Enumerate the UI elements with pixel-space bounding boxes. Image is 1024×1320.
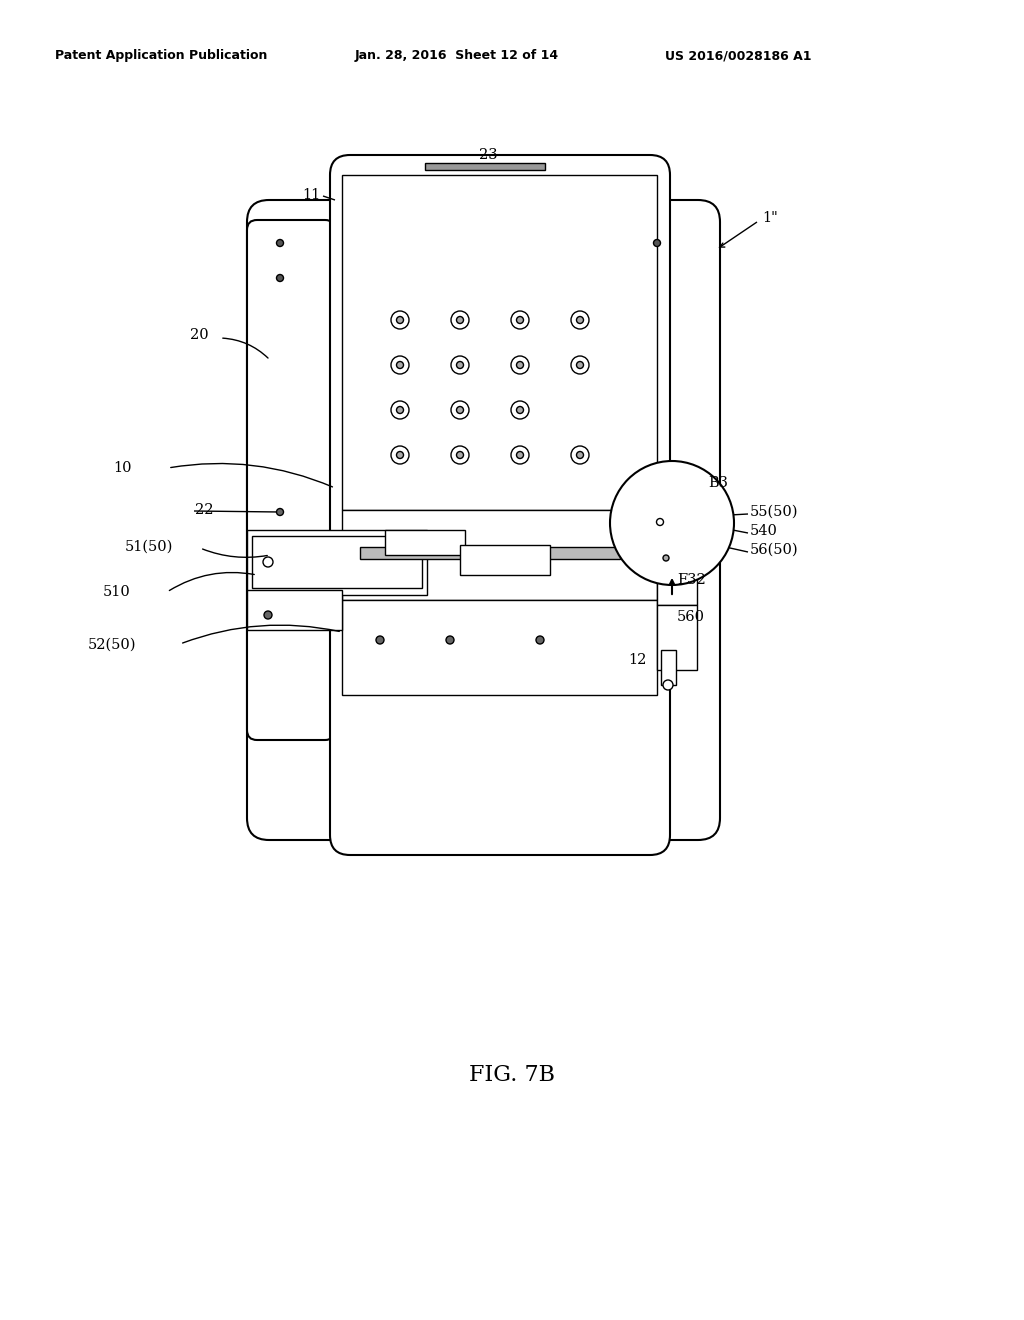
Circle shape: [511, 401, 529, 418]
Circle shape: [516, 407, 523, 413]
Bar: [342, 601, 657, 696]
Bar: [342, 510, 657, 601]
Circle shape: [396, 407, 403, 413]
Text: F32: F32: [677, 573, 706, 587]
Circle shape: [457, 362, 464, 368]
Text: 55(50): 55(50): [750, 506, 799, 519]
Circle shape: [511, 312, 529, 329]
Text: 23: 23: [478, 148, 498, 162]
Circle shape: [571, 446, 589, 465]
Circle shape: [263, 557, 273, 568]
Text: B3: B3: [708, 477, 728, 490]
Circle shape: [391, 401, 409, 418]
Text: 10: 10: [113, 461, 131, 475]
Circle shape: [451, 356, 469, 374]
Circle shape: [457, 451, 464, 458]
Bar: [650, 470, 668, 525]
Circle shape: [511, 446, 529, 465]
FancyBboxPatch shape: [330, 154, 670, 855]
Circle shape: [391, 446, 409, 465]
Bar: [252, 536, 422, 587]
Circle shape: [516, 362, 523, 368]
Text: US 2016/0028186 A1: US 2016/0028186 A1: [665, 49, 811, 62]
Bar: [657, 531, 697, 605]
Text: 56(50): 56(50): [750, 543, 799, 557]
Circle shape: [276, 239, 284, 247]
Text: 1": 1": [762, 211, 778, 224]
Bar: [657, 605, 697, 671]
Circle shape: [653, 239, 660, 247]
FancyBboxPatch shape: [247, 220, 335, 741]
Text: 560: 560: [677, 610, 705, 624]
Circle shape: [663, 554, 669, 561]
Text: 52(50): 52(50): [88, 638, 136, 652]
Bar: [360, 546, 620, 558]
Text: 20: 20: [190, 327, 209, 342]
Circle shape: [577, 451, 584, 458]
Text: 540: 540: [750, 524, 778, 539]
Text: FIG. 7B: FIG. 7B: [469, 1064, 555, 1086]
Circle shape: [276, 275, 284, 281]
Circle shape: [396, 362, 403, 368]
Circle shape: [457, 317, 464, 323]
Text: 12: 12: [628, 653, 646, 667]
Bar: [385, 531, 465, 554]
Circle shape: [656, 519, 664, 525]
Circle shape: [451, 446, 469, 465]
Circle shape: [457, 407, 464, 413]
Bar: [462, 546, 548, 573]
Bar: [247, 590, 342, 630]
Circle shape: [276, 508, 284, 516]
Bar: [247, 531, 427, 595]
Circle shape: [451, 401, 469, 418]
Text: 510: 510: [103, 585, 131, 599]
Circle shape: [516, 451, 523, 458]
Circle shape: [577, 362, 584, 368]
Text: Patent Application Publication: Patent Application Publication: [55, 49, 267, 62]
Text: 22: 22: [195, 503, 213, 517]
Text: Jan. 28, 2016  Sheet 12 of 14: Jan. 28, 2016 Sheet 12 of 14: [355, 49, 559, 62]
Circle shape: [446, 636, 454, 644]
Circle shape: [276, 619, 284, 627]
Circle shape: [376, 636, 384, 644]
Circle shape: [391, 356, 409, 374]
Text: 51(50): 51(50): [125, 540, 173, 554]
Bar: [342, 176, 657, 510]
Text: 11: 11: [302, 187, 319, 202]
Circle shape: [264, 611, 272, 619]
Circle shape: [577, 317, 584, 323]
Circle shape: [276, 585, 284, 591]
Circle shape: [663, 680, 673, 690]
Circle shape: [571, 312, 589, 329]
Circle shape: [451, 312, 469, 329]
Bar: [460, 545, 550, 576]
Circle shape: [610, 461, 734, 585]
Circle shape: [536, 636, 544, 644]
Circle shape: [516, 317, 523, 323]
Bar: [662, 649, 676, 685]
Circle shape: [571, 356, 589, 374]
FancyBboxPatch shape: [247, 201, 720, 840]
Circle shape: [653, 585, 660, 591]
Circle shape: [511, 356, 529, 374]
Bar: [425, 162, 545, 170]
Circle shape: [391, 312, 409, 329]
Circle shape: [396, 317, 403, 323]
Circle shape: [396, 451, 403, 458]
